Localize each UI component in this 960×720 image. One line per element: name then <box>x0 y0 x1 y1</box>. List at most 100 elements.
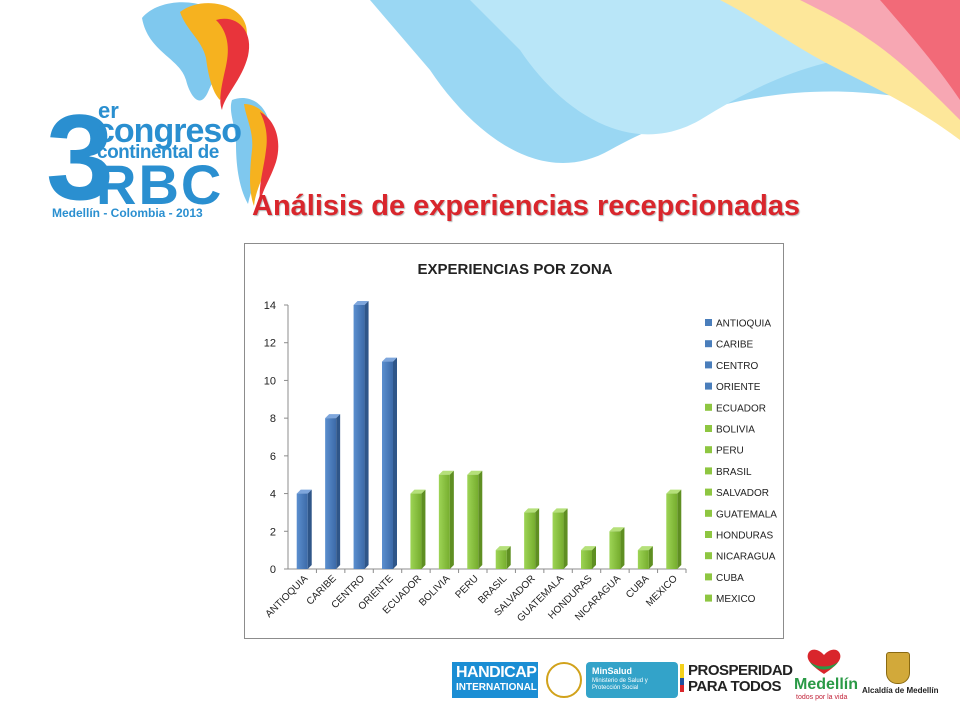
flame-heart-icon <box>142 2 279 206</box>
logo-line-continental: continental de <box>97 142 219 163</box>
slide-headline: Análisis de experiencias recepcionadas <box>252 190 801 222</box>
bar-mexico <box>666 489 682 569</box>
legend-swatch <box>705 340 712 348</box>
x-tick-label: ANTIOQUIA <box>264 573 311 620</box>
bar-front-face <box>495 550 507 569</box>
legend-item: CARIBE <box>705 340 754 351</box>
chart-legend: ANTIOQUIA CARIBE CENTRO ORIENTE ECUADOR BOLIV… <box>705 319 777 605</box>
bar-nicaragua <box>609 527 625 569</box>
legend-swatch <box>705 403 712 411</box>
bar-top-face <box>524 508 540 513</box>
legend-label: ECUADOR <box>716 403 766 414</box>
bar-top-face <box>467 470 483 475</box>
bar-side-face <box>506 546 511 569</box>
legend-swatch <box>705 446 712 454</box>
bar-front-face <box>552 512 564 569</box>
bar-bolivia <box>438 470 454 569</box>
bar-top-face <box>325 414 341 419</box>
y-tick-label: 4 <box>270 489 276 501</box>
y-tick-label: 8 <box>270 413 276 425</box>
bar-top-face <box>382 357 397 362</box>
bar-top-face <box>438 470 454 475</box>
y-tick-label: 10 <box>264 375 276 387</box>
minsalud-logo: MinSalud Ministerio de Salud y Protecció… <box>586 662 678 698</box>
bar-front-face <box>524 512 536 569</box>
legend-swatch <box>705 361 712 369</box>
bar-front-face <box>296 493 308 569</box>
legend-item: BRASIL <box>705 467 752 478</box>
legend-swatch <box>705 594 712 602</box>
bar-top-face <box>637 546 653 551</box>
bar-top-face <box>609 527 625 532</box>
prosperidad-line1: PROSPERIDAD <box>688 662 793 679</box>
bar-side-face <box>393 357 397 569</box>
legend-item: GUATEMALA <box>705 509 777 520</box>
bar-side-face <box>421 489 426 569</box>
alcaldia-logo: Alcaldía de Medellín <box>862 650 942 710</box>
logo-line-rbc: RBC <box>96 153 224 216</box>
y-tick-label: 12 <box>264 338 276 350</box>
bar-salvador <box>524 508 540 569</box>
bar-peru <box>467 470 483 569</box>
bar-front-face <box>581 550 592 569</box>
bar-side-face <box>449 470 454 569</box>
bar-side-face <box>364 301 369 569</box>
coat-of-arms-icon <box>886 652 910 684</box>
handicap-line1: HANDICAP <box>456 664 537 681</box>
prosperidad-line2: PARA TODOS <box>688 678 782 695</box>
sponsor-logos: HANDICAP INTERNATIONAL MinSalud Minister… <box>452 649 942 710</box>
legend-label: CARIBE <box>716 340 754 351</box>
legend-label: CUBA <box>716 573 744 584</box>
legend-swatch <box>705 552 712 560</box>
medellin-slogan: todos por la vida <box>796 694 848 701</box>
bar-front-face <box>353 305 365 569</box>
legend-label: CENTRO <box>716 361 758 372</box>
bar-front-face <box>325 418 337 569</box>
bar-top-face <box>552 508 568 513</box>
alcaldia-title: Alcaldía de Medellín <box>862 686 939 695</box>
legend-item: CUBA <box>705 573 744 584</box>
bar-top-face <box>296 489 312 494</box>
bar-front-face <box>637 550 649 569</box>
legend-label: ANTIOQUIA <box>716 319 771 330</box>
flag-stripe-icon <box>680 664 684 692</box>
legend-swatch <box>705 573 712 581</box>
x-tick-label: PERU <box>453 573 480 600</box>
legend-label: PERU <box>716 446 744 457</box>
minsalud-subtitle: Ministerio de Salud y Protección Social <box>592 678 648 691</box>
bar-side-face <box>677 489 682 569</box>
prosperidad-logo: PROSPERIDAD PARA TODOS <box>680 660 793 700</box>
legend-swatch <box>705 488 712 496</box>
bar-front-face <box>410 493 422 569</box>
legend-item: SALVADOR <box>705 488 769 499</box>
chart-frame: EXPERIENCIAS POR ZONA 0 2 4 6 8 10 12 14 ANTIOQU… <box>244 243 784 639</box>
y-tick-label: 2 <box>270 526 276 538</box>
handicap-international-logo: HANDICAP INTERNATIONAL <box>452 662 538 698</box>
legend-item: ANTIOQUIA <box>705 319 771 330</box>
bar-caribe <box>325 414 341 569</box>
logo-city-year: Medellín - Colombia - 2013 <box>52 206 203 220</box>
legend-item: HONDURAS <box>705 531 774 542</box>
legend-item: MEXICO <box>705 594 756 605</box>
legend-item: NICARAGUA <box>705 552 776 563</box>
legend-item: ORIENTE <box>705 382 761 393</box>
x-tick-label: BOLIVIA <box>417 573 453 609</box>
legend-label: GUATEMALA <box>716 509 777 520</box>
bar-oriente <box>382 357 397 569</box>
bar-front-face <box>467 474 479 569</box>
legend-item: BOLIVIA <box>705 425 755 436</box>
legend-label: ORIENTE <box>716 382 761 393</box>
legend-label: SALVADOR <box>716 488 769 499</box>
bar-centro <box>353 301 369 569</box>
bar-top-face <box>495 546 511 551</box>
bar-antioquia <box>296 489 312 569</box>
legend-swatch <box>705 319 712 326</box>
minsalud-title: MinSalud <box>592 666 632 676</box>
y-tick-label: 0 <box>270 564 276 576</box>
legend-swatch <box>705 425 712 432</box>
y-tick-label: 14 <box>264 300 276 312</box>
logo-number: 3 <box>46 89 114 225</box>
bar-top-face <box>581 546 596 551</box>
legend-label: BRASIL <box>716 467 752 478</box>
legend-swatch <box>705 531 712 538</box>
